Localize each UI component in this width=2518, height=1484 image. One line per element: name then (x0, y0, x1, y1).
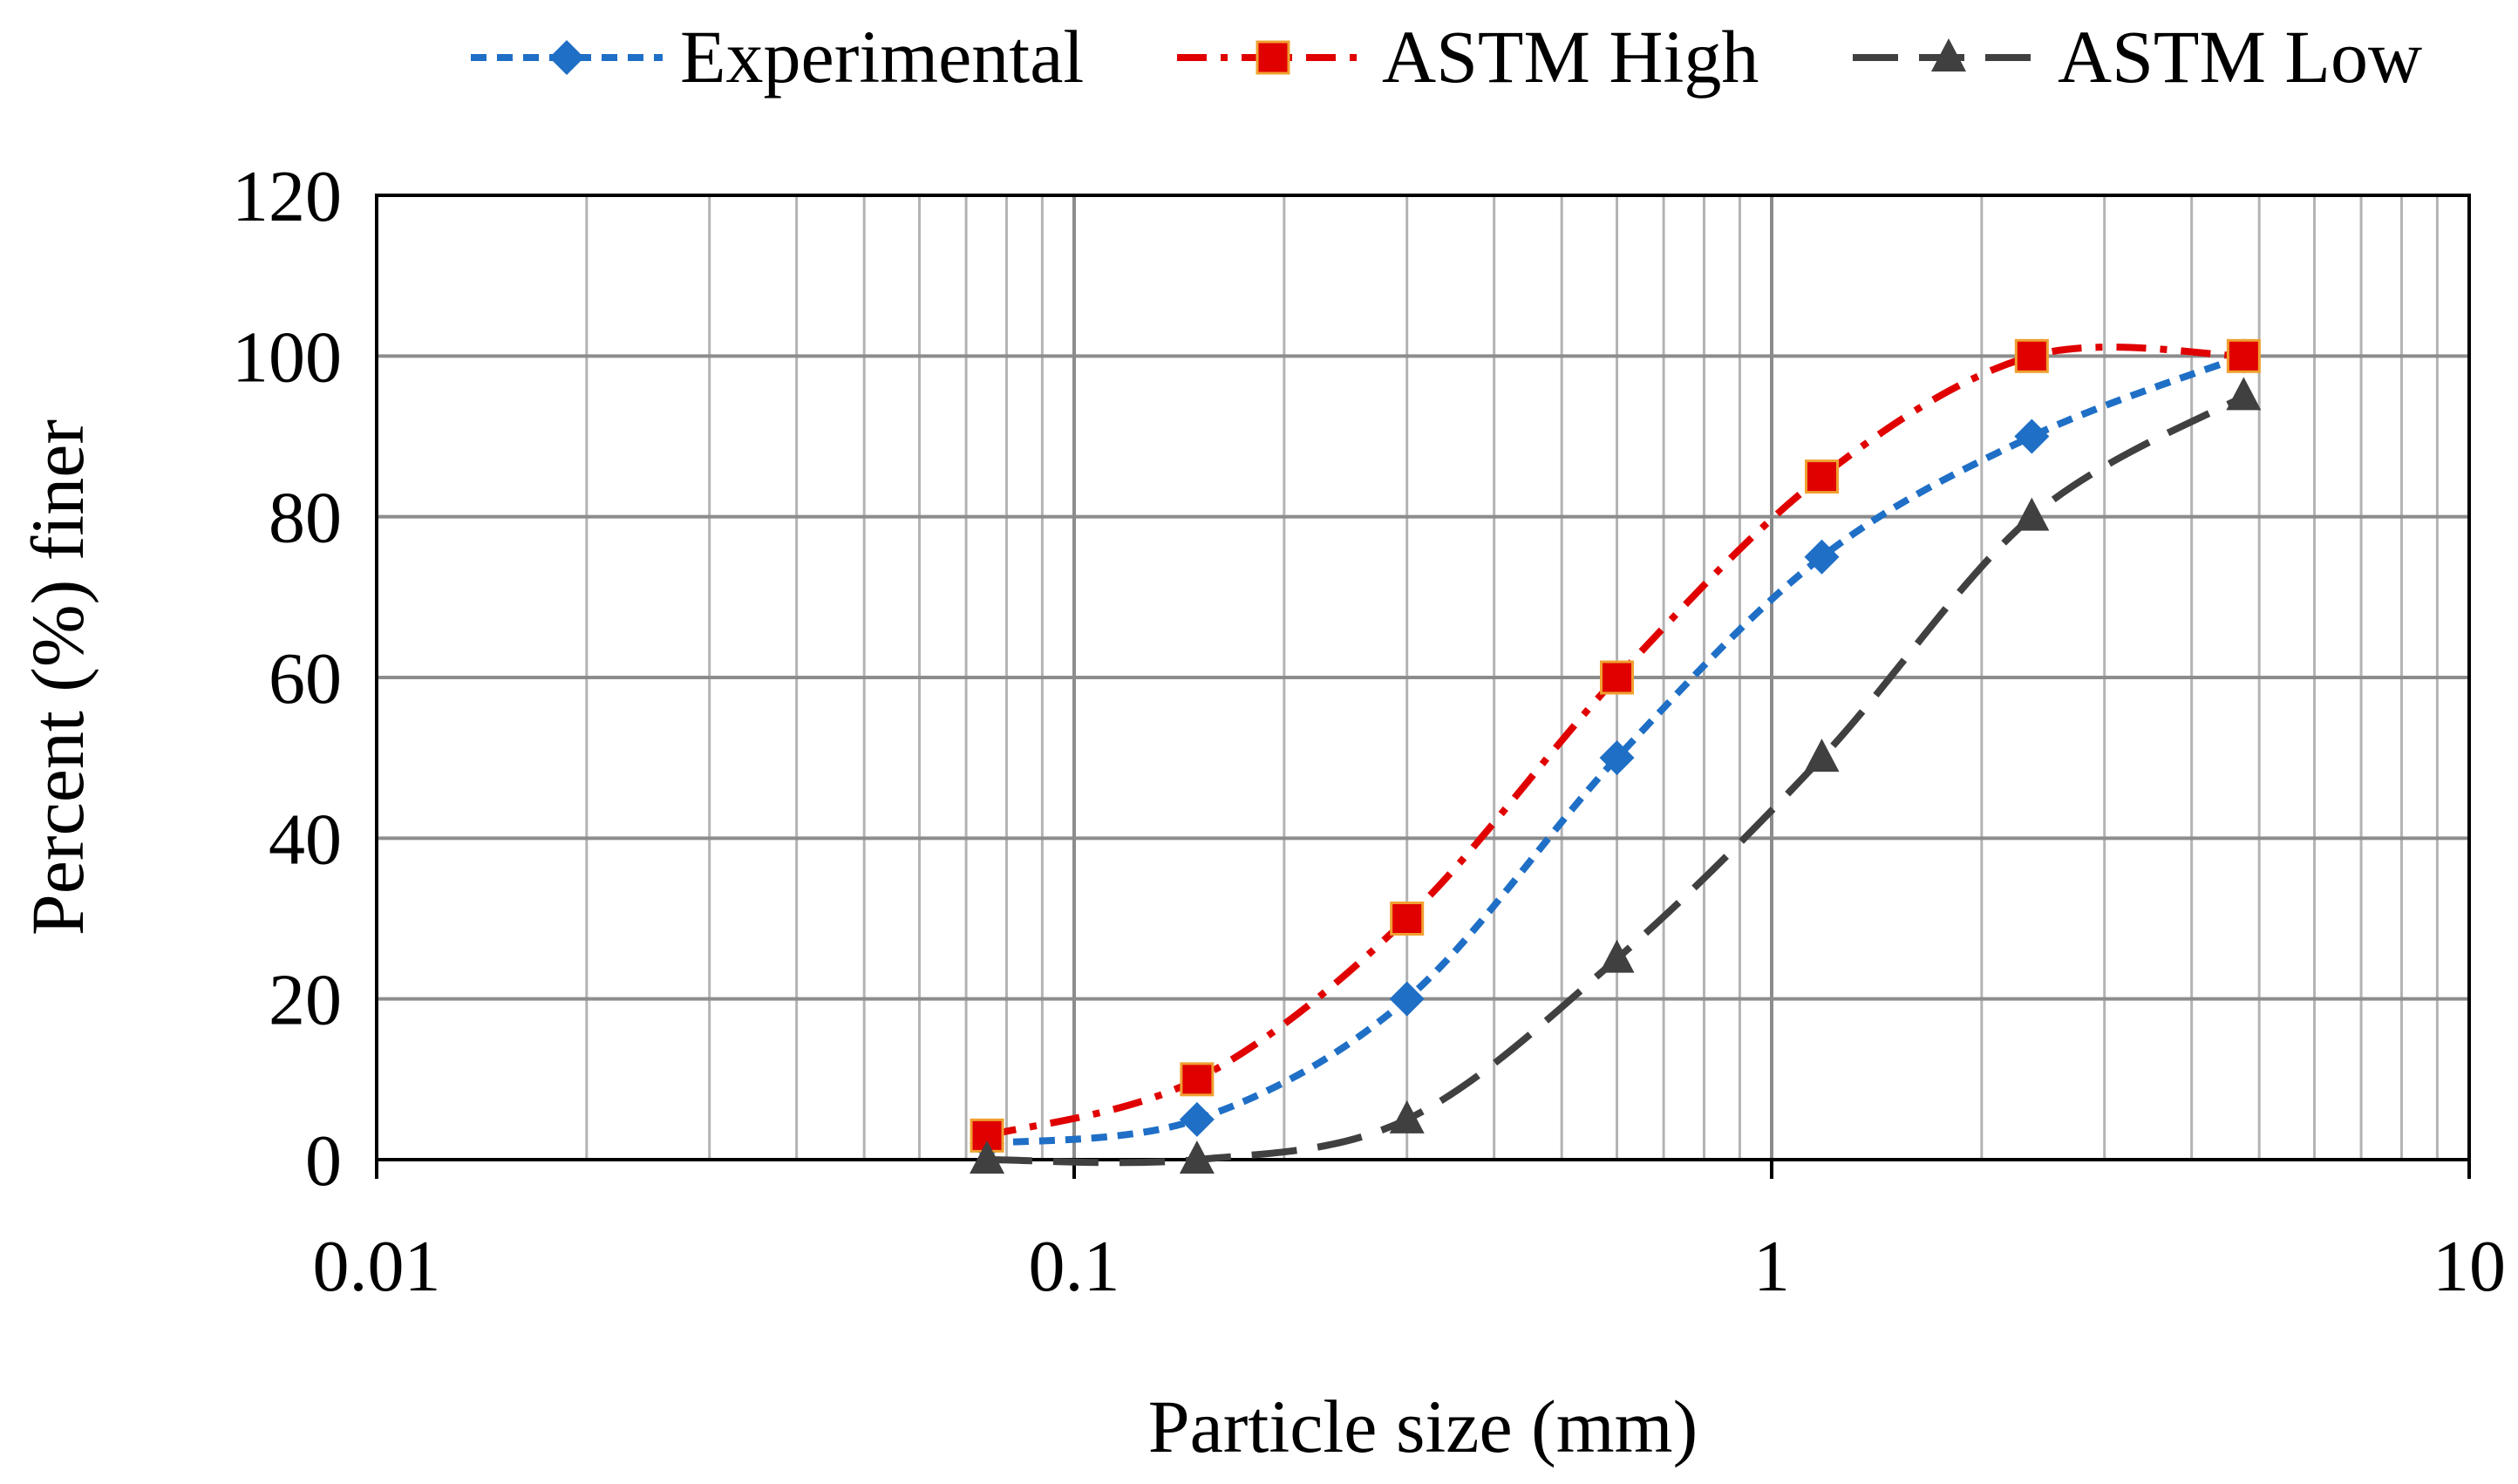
series-layer (970, 338, 2262, 1174)
data-point (2014, 338, 2049, 373)
y-tick-label: 120 (232, 156, 342, 237)
data-point (970, 1140, 1005, 1174)
legend-label: Experimental (680, 15, 1084, 99)
y-axis-title: Percent (%) finer (16, 419, 99, 936)
data-point (1804, 539, 1840, 575)
legend-item: Experimental (471, 15, 1084, 99)
x-tick-label: 1 (1753, 1226, 1790, 1307)
y-tick-label: 40 (269, 799, 342, 880)
x-tick-label: 0.01 (313, 1226, 441, 1307)
data-point (1805, 459, 1840, 494)
y-tick-label: 20 (269, 960, 342, 1041)
data-point (1599, 740, 1635, 776)
series-line (987, 392, 2246, 1167)
legend-label: ASTM High (1382, 15, 1759, 99)
y-tick-label: 80 (269, 478, 342, 559)
series-astm-high (970, 338, 2261, 1153)
data-point (1599, 939, 1635, 973)
legend-marker (1256, 40, 1290, 75)
y-tick-label: 100 (232, 317, 342, 398)
x-tick-label: 10 (2433, 1226, 2506, 1307)
data-point (2226, 338, 2261, 373)
x-tick-marks (375, 1160, 2471, 1179)
legend-marker (549, 40, 584, 75)
data-point (2226, 377, 2262, 411)
series-line (986, 344, 2244, 1140)
legend-item: ASTM Low (1853, 15, 2422, 99)
legend-label: ASTM Low (2058, 15, 2422, 99)
data-point (1180, 1062, 1215, 1097)
legend-item: ASTM High (1177, 15, 1759, 99)
data-point (2014, 419, 2050, 454)
y-tick-labels: 0 20 40 60 80 100 120 (232, 156, 342, 1201)
data-point (1389, 1099, 1425, 1133)
data-point (2014, 497, 2050, 531)
x-tick-labels: 0.01 0.1 1 10 (313, 1226, 2507, 1307)
y-tick-label: 0 (305, 1120, 342, 1201)
x-axis-title: Particle size (mm) (1148, 1385, 1698, 1468)
legend: Experimental ASTM High ASTM Low (471, 15, 2422, 99)
data-point (1179, 1140, 1215, 1174)
major-gridlines (375, 194, 2471, 1161)
data-point (1600, 660, 1635, 695)
data-point (1179, 1101, 1215, 1137)
legend-marker (1931, 38, 1966, 71)
data-point (1390, 902, 1425, 936)
series-astm-low (970, 377, 2262, 1174)
series-experimental (970, 338, 2262, 1161)
data-point (1804, 739, 1840, 773)
data-point (1389, 981, 1425, 1017)
y-tick-label: 60 (269, 638, 342, 719)
x-tick-label: 0.1 (1029, 1226, 1120, 1307)
